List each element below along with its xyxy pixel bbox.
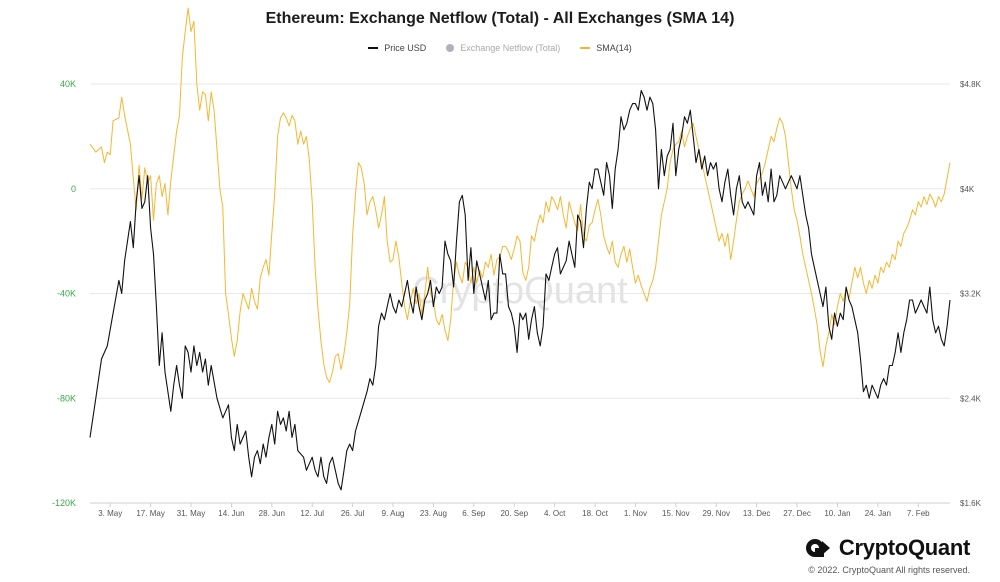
x-axis-tick-label: 12. Jul <box>300 509 324 518</box>
brand-block: CryptoQuant <box>805 535 970 561</box>
x-axis-tick-label: 28. Jun <box>259 509 285 518</box>
legend-netflow-swatch <box>446 44 455 52</box>
x-axis-tick-label: 26. Jul <box>341 509 365 518</box>
x-axis-tick-label: 9. Aug <box>382 509 405 518</box>
x-axis-tick-label: 10. Jan <box>824 509 850 518</box>
x-axis-tick-label: 31. May <box>177 509 205 518</box>
x-axis-tick-label: 24. Jan <box>865 509 891 518</box>
left-axis-tick: 40K <box>60 79 76 89</box>
x-axis-tick-label: 15. Nov <box>662 509 690 518</box>
x-axis-tick-label: 14. Jun <box>218 509 244 518</box>
right-axis-tick: $1.6K <box>960 499 982 508</box>
watermark-text: CryptoQuant <box>412 270 628 312</box>
x-axis-tick-label: 3. May <box>98 509 122 518</box>
x-axis-tick-label: 23. Aug <box>420 509 447 518</box>
legend-sma-label: SMA(14) <box>596 43 632 53</box>
legend-item-sma[interactable]: SMA(14) <box>580 43 632 53</box>
legend-item-netflow[interactable]: Exchange Netflow (Total) <box>446 43 560 53</box>
legend-item-price[interactable]: Price USD <box>368 43 426 53</box>
right-axis-tick: $2.4K <box>960 394 982 403</box>
x-axis-tick-label: 4. Oct <box>544 509 566 518</box>
left-axis-tick: -40K <box>57 289 76 299</box>
x-axis-tick-label: 6. Sep <box>462 509 486 518</box>
chart-legend: Price USD Exchange Netflow (Total) SMA(1… <box>0 43 1000 53</box>
sma14-line <box>89 7 951 383</box>
x-axis-tick-label: 1. Nov <box>624 509 647 518</box>
x-axis-tick-label: 7. Feb <box>907 509 930 518</box>
right-axis-tick: $4.8K <box>960 80 982 89</box>
x-axis-tick-label: 13. Dec <box>743 509 771 518</box>
x-axis-tick-label: 29. Nov <box>702 509 730 518</box>
x-axis-tick-label: 20. Sep <box>500 509 528 518</box>
left-axis-tick: -120K <box>52 498 76 508</box>
left-axis-tick: 0 <box>71 184 76 194</box>
brand-name: CryptoQuant <box>838 535 970 560</box>
price-usd-line <box>89 89 951 491</box>
copyright-text: © 2022. CryptoQuant All rights reserved. <box>808 565 970 575</box>
cryptoquant-logo-icon <box>805 539 830 557</box>
legend-netflow-label: Exchange Netflow (Total) <box>460 43 561 53</box>
legend-sma-swatch <box>580 47 591 49</box>
right-axis-tick: $4K <box>960 185 975 194</box>
chart-title: Ethereum: Exchange Netflow (Total) - All… <box>265 10 735 27</box>
legend-price-swatch <box>368 47 379 49</box>
left-axis-tick: -80K <box>57 393 76 403</box>
right-axis-tick: $3.2K <box>960 290 982 299</box>
x-axis-tick-label: 17. May <box>136 509 164 518</box>
x-axis-tick-label: 18. Oct <box>582 509 609 518</box>
legend-price-label: Price USD <box>384 43 427 53</box>
x-axis-tick-label: 27. Dec <box>783 509 811 518</box>
